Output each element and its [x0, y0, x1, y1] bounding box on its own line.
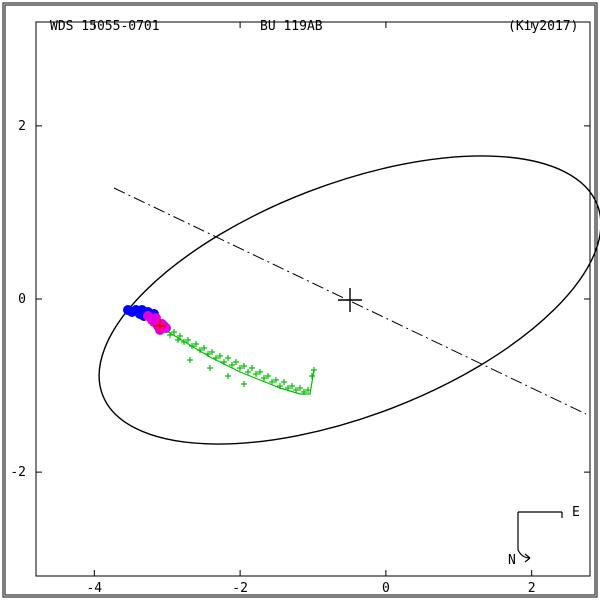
compass-rose: EN — [508, 505, 580, 568]
marker-plus — [225, 355, 231, 361]
marker-plus — [311, 367, 317, 373]
marker-plus — [281, 379, 287, 385]
marker-plus — [221, 359, 227, 365]
plot-content — [36, 22, 600, 576]
marker-plus — [241, 381, 247, 387]
x-axis-ticks: -4 -2 0 2 — [86, 581, 535, 596]
y-tick-label: -2 — [10, 465, 26, 480]
x-tick-label: 0 — [382, 581, 390, 596]
y-axis-ticks: -2 0 2 — [10, 119, 26, 480]
marker-plus — [249, 365, 255, 371]
marker-plus — [187, 357, 193, 363]
observation-path — [150, 320, 314, 394]
marker-plus — [207, 365, 213, 371]
orbit-plot: WDS 15055-0701 BU 119AB (Kiy2017) -4 -2 0 2… — [0, 0, 600, 600]
outer-frame-inner — [5, 5, 595, 595]
title-right: (Kiy2017) — [508, 19, 578, 34]
x-tick-label: -4 — [86, 581, 102, 596]
x-tick-label: -2 — [232, 581, 248, 596]
marker-plus — [309, 373, 315, 379]
plot-border — [36, 22, 590, 576]
compass-n-label: N — [508, 553, 516, 568]
marker-plus — [233, 359, 239, 365]
x-tick-label: 2 — [528, 581, 536, 596]
marker-plus — [225, 373, 231, 379]
compass-e-label: E — [572, 505, 580, 520]
title-left: WDS 15055-0701 — [50, 19, 160, 34]
outer-frame — [3, 3, 597, 597]
orbit-ellipse — [61, 97, 600, 504]
y-tick-label: 2 — [18, 119, 26, 134]
marker-plus — [167, 332, 173, 338]
title-center: BU 119AB — [260, 19, 323, 34]
y-tick-label: 0 — [18, 292, 26, 307]
